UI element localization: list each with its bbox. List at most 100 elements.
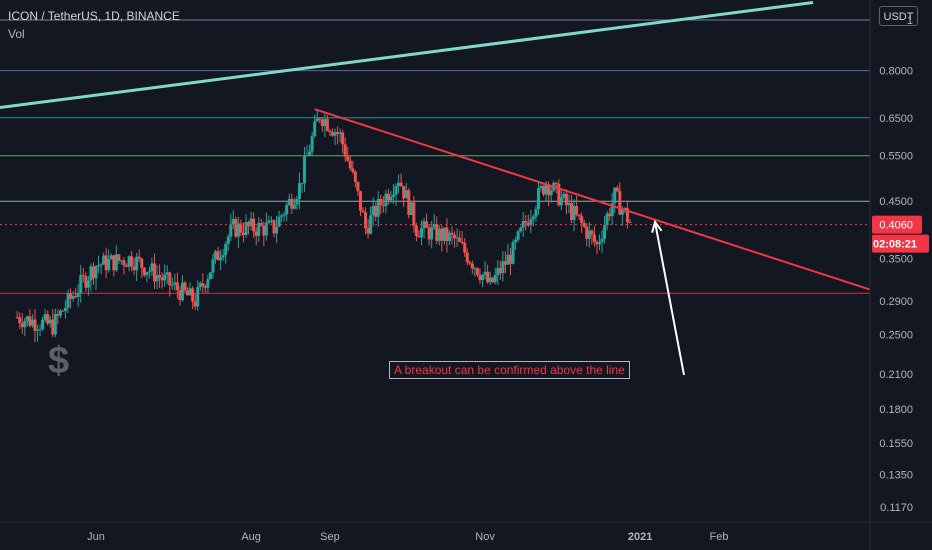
- x-tick-label: Nov: [475, 531, 495, 543]
- candle-body: [519, 227, 523, 232]
- candle-body: [615, 187, 619, 191]
- candle-body: [361, 210, 365, 213]
- candle-body: [186, 290, 190, 296]
- candle-body: [559, 197, 563, 206]
- candle-body: [399, 182, 403, 187]
- candle-body: [453, 234, 457, 239]
- candle-body: [427, 227, 431, 240]
- annotation-arrow: [654, 221, 685, 376]
- candle-body: [404, 190, 408, 199]
- y-tick-label: 0.4500: [879, 196, 913, 208]
- candle-body: [407, 190, 411, 215]
- candle-body: [69, 293, 73, 299]
- candle-body: [597, 242, 601, 245]
- y-tick-label: 0.1550: [879, 438, 913, 450]
- candle-body: [470, 263, 474, 269]
- candle-body: [534, 209, 538, 217]
- candle-body: [305, 155, 309, 157]
- candle-body: [364, 212, 368, 229]
- candle-body: [135, 256, 139, 271]
- candle-body: [267, 220, 271, 223]
- candle-body: [201, 283, 205, 287]
- candle-body: [562, 193, 566, 198]
- candle-body: [419, 228, 423, 238]
- candle-body: [481, 274, 485, 281]
- descending-trendline: [314, 108, 871, 291]
- candle-body: [254, 231, 258, 236]
- candle-body: [572, 206, 576, 220]
- x-tick-label: Feb: [710, 531, 729, 543]
- candle-body: [628, 222, 632, 224]
- candle-body: [109, 255, 113, 260]
- candle-body: [330, 132, 334, 136]
- candle-body: [25, 316, 29, 321]
- countdown-badge: [872, 234, 929, 253]
- candle-body: [592, 234, 596, 242]
- candle-body: [341, 132, 345, 145]
- candle-body: [127, 256, 131, 267]
- candle-body: [20, 323, 24, 328]
- annotation-text[interactable]: A breakout can be confirmed above the li…: [389, 361, 630, 379]
- candle-body: [496, 268, 500, 276]
- candle-body: [605, 213, 609, 226]
- candle-body: [122, 260, 126, 266]
- candle-body: [33, 319, 37, 331]
- candle-body: [224, 244, 228, 256]
- candle-body: [392, 194, 396, 197]
- candle-body: [15, 317, 19, 319]
- last-price-text: 0.4060: [879, 220, 913, 232]
- volume-label: Vol: [8, 27, 25, 41]
- y-tick-label: 0.1170: [880, 502, 913, 514]
- candle-body: [608, 213, 612, 217]
- candle-body: [112, 255, 116, 271]
- candle-body: [102, 255, 106, 265]
- candle-body: [114, 254, 118, 271]
- candle-body: [285, 204, 289, 215]
- candle-body: [137, 256, 141, 259]
- candle-body: [557, 183, 561, 206]
- candle-body: [468, 262, 472, 264]
- candle-body: [315, 118, 319, 122]
- x-tick-label: 2021: [628, 531, 652, 543]
- candle-body: [328, 130, 332, 133]
- candle-body: [503, 261, 507, 265]
- candle-body: [384, 193, 388, 207]
- candle-body: [290, 198, 294, 209]
- candle-body: [447, 232, 451, 242]
- y-tick-label: 0.5500: [879, 151, 913, 163]
- candle-body: [58, 310, 62, 316]
- candle-body: [173, 282, 177, 285]
- candle-body: [214, 251, 218, 260]
- candle-body: [53, 313, 57, 335]
- candle-body: [76, 292, 80, 297]
- candle-body: [603, 225, 607, 239]
- currency-button[interactable]: USDT: [879, 6, 918, 26]
- candle-body: [145, 272, 149, 276]
- candle-body: [297, 183, 301, 199]
- candle-body: [526, 222, 530, 226]
- candle-body: [353, 171, 357, 182]
- candle-body: [236, 223, 240, 237]
- candle-body: [46, 314, 50, 324]
- candle-body: [165, 272, 169, 275]
- countdown-text: 02:08:21: [873, 239, 917, 251]
- candle-body: [430, 227, 434, 240]
- candle-body: [536, 188, 540, 210]
- candle-body: [198, 283, 202, 288]
- candle-body: [132, 266, 136, 271]
- candle-body: [542, 186, 546, 195]
- candle-body: [119, 260, 123, 262]
- candle-body: [333, 132, 337, 136]
- candle-body: [61, 310, 65, 312]
- candle-body: [38, 329, 42, 331]
- candle-body: [155, 275, 159, 282]
- candle-body: [36, 329, 40, 331]
- candle-body: [529, 219, 533, 226]
- candle-body: [150, 263, 154, 272]
- symbol-title: ICON / TetherUS, 1D, BINANCE: [8, 9, 180, 23]
- candle-body: [488, 277, 492, 283]
- candle-body: [493, 275, 497, 283]
- candle-body: [440, 228, 444, 241]
- candle-body: [234, 219, 238, 237]
